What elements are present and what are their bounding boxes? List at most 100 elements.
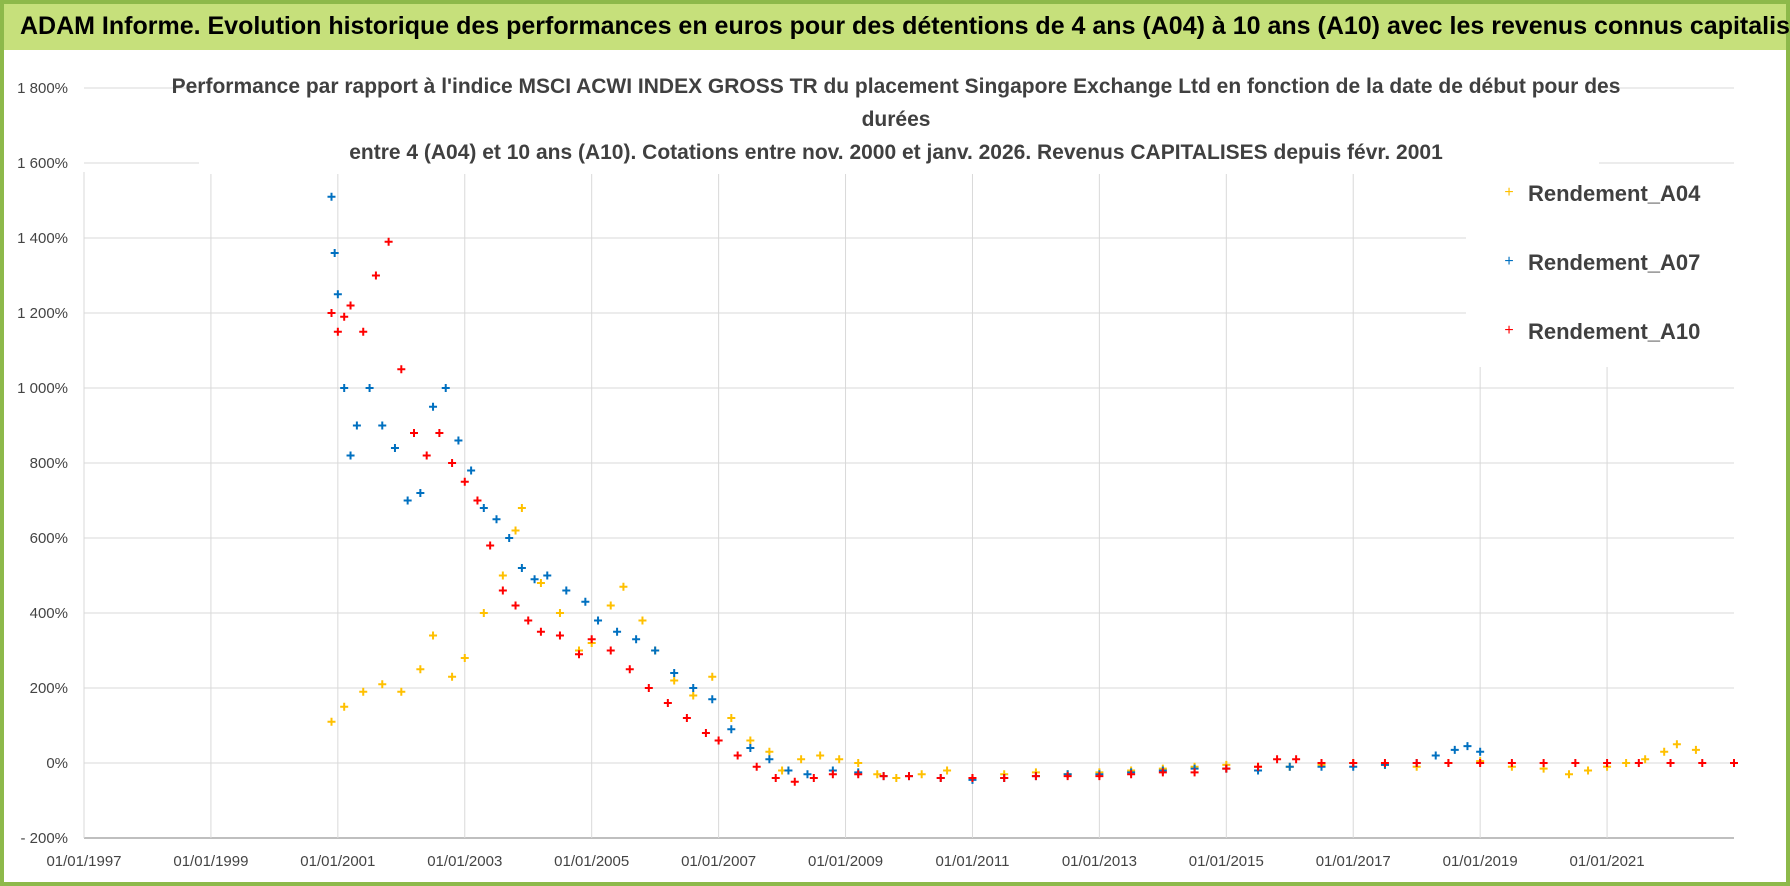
data-point <box>492 515 501 524</box>
title-backdrop <box>199 70 1599 174</box>
legend-box <box>1466 167 1736 367</box>
data-point <box>905 772 913 781</box>
data-point <box>663 699 672 707</box>
x-tick-label: 01/01/1999 <box>173 853 248 870</box>
data-point <box>1000 774 1009 782</box>
data-point <box>790 777 799 786</box>
x-tick-label: 01/01/2013 <box>1062 853 1137 870</box>
data-point <box>733 751 742 760</box>
data-point <box>1463 742 1472 751</box>
data-point <box>555 631 564 640</box>
data-point <box>873 770 882 779</box>
data-point <box>670 669 679 677</box>
legend-marker-a10: + <box>1504 322 1513 339</box>
data-point <box>435 429 444 437</box>
chart-title-line-1: Performance par rapport à l'indice MSCI … <box>172 75 1621 98</box>
data-point <box>562 586 571 595</box>
data-point <box>448 672 457 681</box>
data-point <box>854 759 863 767</box>
legend-label-a10: Rendement_A10 <box>1528 319 1700 344</box>
data-point <box>359 687 368 696</box>
x-tick-label: 01/01/2015 <box>1189 853 1264 870</box>
data-point <box>378 680 387 689</box>
data-point <box>708 672 717 681</box>
data-point <box>701 729 710 737</box>
data-point <box>498 586 507 595</box>
data-point <box>575 650 583 659</box>
data-point <box>340 384 349 392</box>
data-point <box>746 736 755 745</box>
data-point <box>479 504 488 512</box>
data-point <box>1622 759 1631 767</box>
data-point <box>727 725 736 734</box>
data-point <box>397 687 406 696</box>
legend-marker-a04: + <box>1504 184 1513 201</box>
data-point <box>1031 772 1040 781</box>
data-point <box>498 571 507 580</box>
data-point <box>1273 755 1282 764</box>
data-point <box>333 290 342 299</box>
data-point <box>606 601 615 610</box>
data-point <box>1292 755 1301 764</box>
page-title: ADAM Informe. Evolution historique des p… <box>20 12 1790 40</box>
legend: + Rendement_A04 + Rendement_A07 + Rendem… <box>1466 167 1736 367</box>
data-point <box>1444 759 1453 767</box>
data-point <box>1584 766 1593 775</box>
data-point <box>682 714 691 722</box>
data-point <box>416 489 425 497</box>
data-point <box>1158 768 1167 777</box>
legend-label-a07: Rendement_A07 <box>1528 250 1700 275</box>
data-point <box>943 766 952 775</box>
x-tick-label: 01/01/1997 <box>46 853 121 870</box>
legend-label-a04: Rendement_A04 <box>1528 181 1701 206</box>
data-point <box>416 665 425 674</box>
grid <box>83 87 1734 839</box>
data-point <box>467 466 476 475</box>
data-point <box>816 751 825 760</box>
data-point <box>619 582 628 591</box>
data-point <box>486 541 495 550</box>
data-point <box>638 616 647 625</box>
data-point <box>473 496 482 505</box>
y-tick-label: 800% <box>30 455 68 472</box>
data-point <box>530 575 539 584</box>
legend-marker-a07: + <box>1504 253 1513 270</box>
data-point <box>454 436 463 445</box>
data-point <box>346 451 355 460</box>
data-point <box>429 631 438 640</box>
data-point <box>625 665 634 674</box>
data-point <box>536 579 545 587</box>
data-point <box>689 691 698 700</box>
data-point <box>422 451 431 460</box>
data-point <box>330 249 339 257</box>
data-point <box>460 654 469 662</box>
data-point <box>371 271 380 280</box>
data-point <box>936 774 945 782</box>
data-point <box>410 429 418 437</box>
x-tick-label: 01/01/2021 <box>1570 853 1645 870</box>
y-tick-label: 200% <box>30 680 68 697</box>
data-point <box>1666 759 1675 767</box>
data-point <box>429 402 438 411</box>
x-tick-label: 01/01/2009 <box>808 853 883 870</box>
data-point <box>1450 745 1459 754</box>
data-point <box>384 237 393 246</box>
data-point <box>346 301 355 310</box>
data-point <box>765 747 774 756</box>
data-point <box>1063 772 1072 781</box>
data-point <box>727 714 736 722</box>
data-point <box>1380 759 1389 767</box>
y-tick-label: 1 200% <box>17 305 68 322</box>
data-point <box>835 755 844 764</box>
data-point <box>390 444 399 452</box>
data-point <box>378 421 387 430</box>
y-tick-label: 1 800% <box>17 80 68 97</box>
data-point <box>581 597 590 606</box>
data-point <box>1634 759 1643 767</box>
y-tick-label: 400% <box>30 605 68 622</box>
x-tick-label: 01/01/2017 <box>1316 853 1391 870</box>
series-rendement_a10 <box>327 237 1738 786</box>
data-point <box>670 676 679 685</box>
data-point <box>524 616 533 625</box>
data-point <box>460 477 469 486</box>
